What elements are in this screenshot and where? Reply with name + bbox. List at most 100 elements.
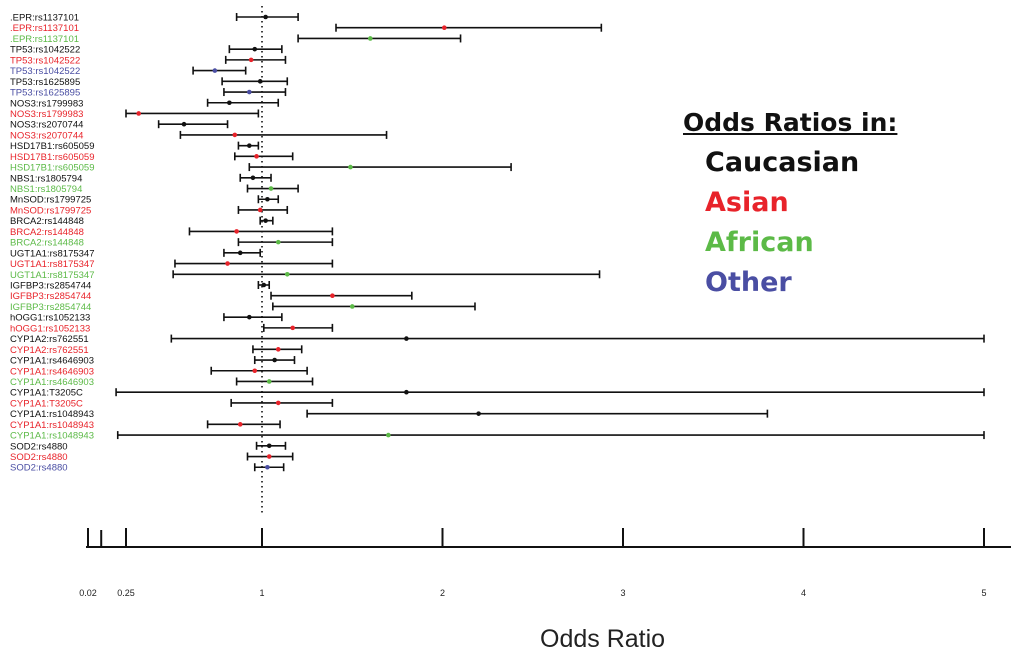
forest-row: CYP1A1:rs4646903 <box>10 356 296 367</box>
forest-row: .EPR:rs1137101 <box>10 13 299 24</box>
point-estimate <box>252 368 258 374</box>
forest-row: UGT1A1:rs8175347 <box>10 248 261 259</box>
forest-row: CYP1A1:rs4646903 <box>10 366 308 377</box>
row-label: NBS1:rs1805794 <box>10 173 82 184</box>
forest-row: UGT1A1:rs8175347 <box>10 270 601 281</box>
forest-row: BRCA2:rs144848 <box>10 216 274 227</box>
point-estimate <box>212 68 218 73</box>
forest-row: BRCA2:rs144848 <box>10 238 334 249</box>
row-label: HSD17B1:rs605059 <box>10 163 95 174</box>
row-label: SOD2:rs4880 <box>10 452 68 463</box>
row-label: CYP1A1:T3205C <box>10 398 83 409</box>
point-estimate <box>386 432 391 438</box>
point-estimate <box>268 186 274 191</box>
row-label: CYP1A2:rs762551 <box>10 334 89 345</box>
row-label: BRCA2:rs144848 <box>10 227 84 238</box>
row-label: CYP1A1:rs1048943 <box>10 420 94 431</box>
point-estimate <box>232 132 238 138</box>
forest-row: IGFBP3:rs2854744 <box>10 302 476 313</box>
forest-rows: .EPR:rs1137101.EPR:rs1137101.EPR:rs11371… <box>10 13 985 474</box>
forest-row: SOD2:rs4880 <box>10 463 285 474</box>
point-estimate <box>290 325 295 331</box>
forest-row: IGFBP3:rs2854744 <box>10 291 413 302</box>
x-tick-label: 5 <box>981 588 986 598</box>
row-label: HSD17B1:rs605059 <box>10 152 95 163</box>
forest-row: MnSOD:rs1799725 <box>10 195 280 206</box>
point-estimate <box>257 79 263 84</box>
forest-row: NBS1:rs1805794 <box>10 173 272 184</box>
row-label: CYP1A1:rs4646903 <box>10 366 94 377</box>
forest-row: .EPR:rs1137101 <box>10 23 603 34</box>
row-label: TP53:rs1042522 <box>10 66 80 77</box>
forest-row: NOS3:rs1799983 <box>10 109 260 120</box>
forest-row: BRCA2:rs144848 <box>10 227 334 238</box>
point-estimate <box>404 389 409 395</box>
point-estimate <box>263 218 268 223</box>
row-label: CYP1A1:rs4646903 <box>10 377 94 388</box>
forest-row: CYP1A1:T3205C <box>10 398 334 409</box>
legend-title: Odds Ratios in: <box>683 108 898 137</box>
row-label: TP53:rs1625895 <box>10 88 80 99</box>
point-estimate <box>284 271 290 277</box>
forest-row: .EPR:rs1137101 <box>10 34 462 45</box>
point-estimate <box>272 357 277 363</box>
forest-row: NOS3:rs2070744 <box>10 130 388 141</box>
row-label: CYP1A2:rs762551 <box>10 345 89 356</box>
row-label: SOD2:rs4880 <box>10 463 68 474</box>
row-label: HSD17B1:rs605059 <box>10 141 95 152</box>
point-estimate <box>265 196 270 202</box>
forest-row: CYP1A1:rs1048943 <box>10 420 281 431</box>
forest-row: TP53:rs1625895 <box>10 88 287 99</box>
forest-row: hOGG1:rs1052133 <box>10 313 283 324</box>
row-label: .EPR:rs1137101 <box>10 23 79 34</box>
row-label: TP53:rs1625895 <box>10 77 80 88</box>
forest-row: NOS3:rs1799983 <box>10 98 280 109</box>
point-estimate <box>136 111 141 116</box>
row-label: BRCA2:rs144848 <box>10 238 84 249</box>
row-label: CYP1A1:rs4646903 <box>10 356 94 367</box>
x-axis: 0.02 0.25 1 2 3 4 5 <box>79 528 1011 598</box>
legend-entry-asian: Asian <box>705 187 789 218</box>
point-estimate <box>237 250 243 256</box>
row-label: NBS1:rs1805794 <box>10 184 82 195</box>
row-label: CYP1A1:rs1048943 <box>10 431 94 442</box>
point-estimate <box>237 422 243 427</box>
point-estimate <box>250 175 256 181</box>
point-estimate <box>266 454 272 459</box>
forest-row: TP53:rs1042522 <box>10 55 287 66</box>
row-label: NOS3:rs2070744 <box>10 120 83 131</box>
row-label: hOGG1:rs1052133 <box>10 313 90 324</box>
point-estimate <box>225 261 230 266</box>
point-estimate <box>349 304 355 309</box>
point-estimate <box>476 411 481 416</box>
point-estimate <box>252 46 258 52</box>
forest-row: TP53:rs1042522 <box>10 66 247 77</box>
forest-row: CYP1A2:rs762551 <box>10 345 303 356</box>
x-tick-label: 1 <box>259 588 264 598</box>
row-label: hOGG1:rs1052133 <box>10 323 90 334</box>
forest-row: CYP1A1:rs4646903 <box>10 377 314 388</box>
point-estimate <box>227 100 232 106</box>
row-label: NOS3:rs1799983 <box>10 98 83 109</box>
legend-entry-caucasian: Caucasian <box>705 147 860 178</box>
forest-row: CYP1A1:rs1048943 <box>10 409 769 420</box>
point-estimate <box>266 379 272 384</box>
row-label: UGT1A1:rs8175347 <box>10 248 95 259</box>
forest-row: TP53:rs1042522 <box>10 45 283 56</box>
point-estimate <box>261 282 267 288</box>
forest-row: hOGG1:rs1052133 <box>10 323 334 334</box>
point-estimate <box>330 293 335 299</box>
point-estimate <box>442 25 447 31</box>
point-estimate <box>248 57 254 63</box>
forest-row: SOD2:rs4880 <box>10 441 287 452</box>
row-label: .EPR:rs1137101 <box>10 13 79 24</box>
point-estimate <box>247 89 252 95</box>
forest-row: SOD2:rs4880 <box>10 452 294 463</box>
point-estimate <box>257 207 263 213</box>
row-label: UGT1A1:rs8175347 <box>10 270 95 281</box>
row-label: TP53:rs1042522 <box>10 45 80 56</box>
row-label: UGT1A1:rs8175347 <box>10 259 95 270</box>
point-estimate <box>265 464 270 470</box>
forest-row: IGFBP3:rs2854744 <box>10 281 271 292</box>
x-tick-label: 0.25 <box>117 588 135 598</box>
